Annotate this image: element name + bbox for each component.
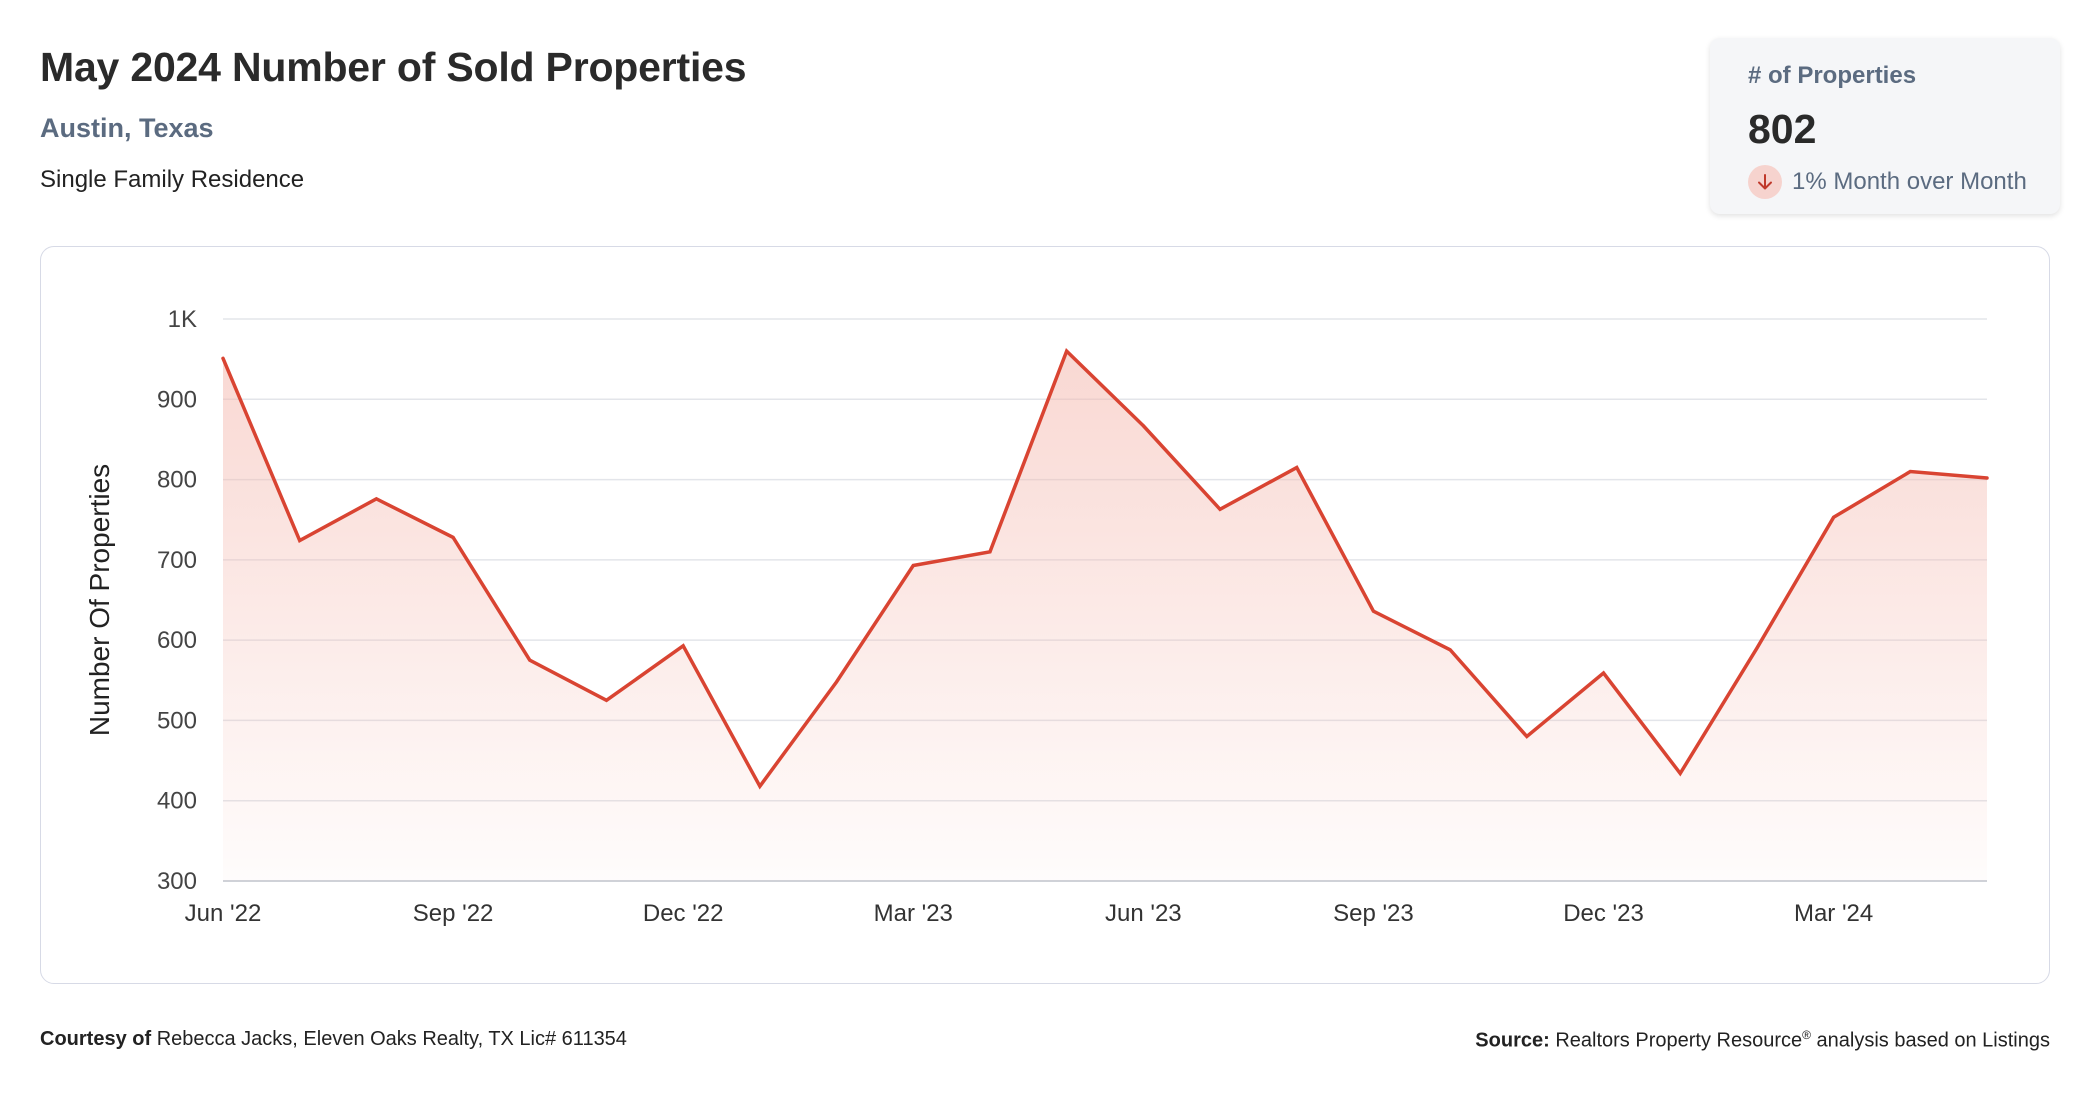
y-axis-label: Number Of Properties <box>84 464 115 736</box>
x-tick-label: Dec '22 <box>643 900 724 927</box>
x-tick-label: Sep '23 <box>1333 900 1414 927</box>
data-point <box>528 658 532 662</box>
data-point <box>988 550 992 554</box>
property-type-label: Single Family Residence <box>40 166 305 193</box>
line-chart: 300 400 500 600 700 800 900 1K Jun '22 Sep '22 Dec… <box>84 306 1989 927</box>
data-point <box>1295 466 1299 470</box>
location-subtitle: Austin, Texas <box>40 113 214 143</box>
kpi-change: 1% Month over Month <box>1748 165 2060 199</box>
data-point <box>1985 476 1989 480</box>
data-point <box>451 535 455 539</box>
y-tick-label: 800 <box>157 467 197 494</box>
data-point <box>1448 648 1452 652</box>
data-point <box>374 497 378 501</box>
data-point <box>1141 424 1145 428</box>
data-point <box>1065 349 1069 353</box>
data-point <box>1832 515 1836 519</box>
series-line <box>221 348 1989 790</box>
x-tick-label: Dec '23 <box>1563 900 1644 927</box>
data-point <box>221 356 225 360</box>
courtesy-label: Courtesy of <box>40 1028 152 1050</box>
data-point <box>1525 734 1529 738</box>
header: May 2024 Number of Sold Properties Austi… <box>40 44 1640 194</box>
source-label: Source: <box>1475 1029 1550 1052</box>
x-tick-label: Mar '23 <box>874 900 953 927</box>
y-tick-label: 500 <box>157 707 197 734</box>
source-text-suffix: analysis based on Listings <box>1810 1029 2051 1052</box>
registered-mark: ® <box>1802 1028 1811 1042</box>
x-tick-label: Mar '24 <box>1794 900 1873 927</box>
kpi-value: 802 <box>1748 106 1817 152</box>
x-tick-label: Sep '22 <box>413 900 494 927</box>
y-tick-label: 700 <box>157 547 197 574</box>
courtesy-footer: Courtesy of Rebecca Jacks, Eleven Oaks R… <box>40 1028 627 1051</box>
y-tick-label: 300 <box>157 868 197 895</box>
data-point <box>1371 609 1375 613</box>
source-footer: Source: Realtors Property Resource® anal… <box>1475 1028 2050 1053</box>
source-text: Realtors Property Resource <box>1555 1029 1803 1052</box>
y-tick-label: 600 <box>157 627 197 654</box>
data-point <box>1602 671 1606 675</box>
data-point <box>835 680 839 684</box>
kpi-label: # of Properties <box>1748 62 1917 89</box>
chart-card: 300 400 500 600 700 800 900 1K Jun '22 Sep '22 Dec… <box>40 246 2050 984</box>
data-point <box>1678 771 1682 775</box>
data-point <box>604 698 608 702</box>
area-fill <box>223 351 1987 882</box>
data-point <box>681 644 685 648</box>
y-tick-label: 900 <box>157 386 197 413</box>
data-point <box>911 563 915 567</box>
y-tick-label: 400 <box>157 788 197 815</box>
data-point <box>1218 507 1222 511</box>
y-tick-label: 1K <box>168 306 197 333</box>
arrow-down-icon <box>1748 165 1782 199</box>
data-point <box>298 539 302 543</box>
kpi-card: # of Properties 802 1% Month over Month <box>1710 38 2060 214</box>
data-point <box>758 784 762 788</box>
page-title: May 2024 Number of Sold Properties <box>40 44 747 90</box>
data-point <box>1908 470 1912 474</box>
x-tick-label: Jun '22 <box>185 900 262 927</box>
courtesy-text: Rebecca Jacks, Eleven Oaks Realty, TX Li… <box>156 1028 627 1050</box>
kpi-change-text: 1% Month over Month <box>1792 168 2027 195</box>
x-tick-label: Jun '23 <box>1105 900 1182 927</box>
data-point <box>1755 646 1759 650</box>
